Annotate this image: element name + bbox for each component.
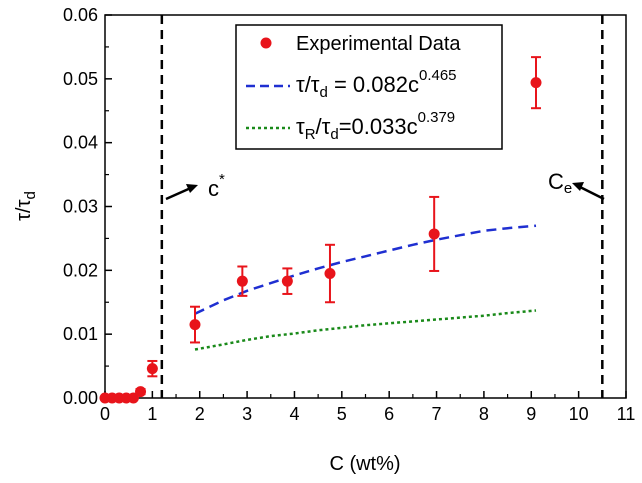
reference-lines bbox=[160, 15, 604, 398]
y-axis-label-main: τ/τ bbox=[13, 199, 35, 220]
x-tick-label: 10 bbox=[569, 404, 589, 424]
legend-eq1-rhs: = 0.082c bbox=[328, 72, 419, 97]
annotation-cstar-sup: * bbox=[219, 171, 225, 188]
arrowhead-ce bbox=[572, 182, 584, 191]
legend-eq2-lhs: τ bbox=[296, 114, 305, 139]
x-tick-label: 0 bbox=[100, 404, 110, 424]
data-points bbox=[99, 56, 542, 404]
data-point bbox=[236, 275, 248, 287]
annotation-ce: Ce bbox=[548, 169, 605, 201]
annotation-ce-label: Ce bbox=[548, 169, 572, 197]
legend-eq2-mid-sub: d bbox=[330, 126, 338, 143]
legend-eq2-rhs: =0.033c bbox=[339, 114, 418, 139]
x-tick-label: 5 bbox=[337, 404, 347, 424]
legend-marker-experimental bbox=[260, 37, 272, 49]
data-point bbox=[135, 386, 147, 398]
y-tick-label: 0.05 bbox=[63, 69, 98, 89]
legend-label-tau: τ/τd = 0.082c0.465 bbox=[296, 67, 457, 101]
y-tick-label: 0.04 bbox=[63, 133, 98, 153]
data-point bbox=[189, 319, 201, 331]
y-tick-label: 0.06 bbox=[63, 5, 98, 25]
data-point bbox=[146, 363, 158, 375]
legend-eq2-exp: 0.379 bbox=[418, 109, 456, 126]
y-tick-label: 0.02 bbox=[63, 260, 98, 280]
fit-line-tau-r bbox=[194, 309, 537, 351]
legend: Experimental Data τ/τd = 0.082c0.465 τR/… bbox=[235, 24, 503, 150]
annotation-cstar-label: c* bbox=[208, 171, 225, 201]
legend-eq2-lhs-sub: R bbox=[305, 126, 316, 143]
y-tick-label: 0.00 bbox=[63, 388, 98, 408]
data-point bbox=[127, 392, 139, 404]
data-point bbox=[428, 228, 440, 240]
x-tick-label: 9 bbox=[526, 404, 536, 424]
y-tick-label: 0.03 bbox=[63, 197, 98, 217]
data-point bbox=[530, 77, 542, 89]
x-tick-label: 1 bbox=[147, 404, 157, 424]
legend-eq1-exp: 0.465 bbox=[419, 67, 457, 84]
x-tick-label: 3 bbox=[242, 404, 252, 424]
y-axis-label-sub: d bbox=[22, 191, 39, 199]
x-tick-label: 2 bbox=[195, 404, 205, 424]
x-tick-label: 7 bbox=[432, 404, 442, 424]
y-axis-label: τ/τd bbox=[13, 191, 39, 221]
x-tick-label: 11 bbox=[617, 404, 636, 424]
arrow-ce bbox=[577, 184, 605, 201]
fit-lines bbox=[194, 224, 537, 351]
y-tick-label: 0.01 bbox=[63, 324, 98, 344]
fit-line-tau bbox=[194, 224, 537, 315]
x-tick-label: 6 bbox=[384, 404, 394, 424]
x-axis-label: C (wt%) bbox=[329, 453, 400, 475]
annotation-cstar: c* bbox=[165, 171, 225, 201]
x-tick-label: 4 bbox=[289, 404, 299, 424]
arrowhead-cstar bbox=[186, 184, 198, 193]
data-point bbox=[324, 268, 336, 280]
x-tick-label: 8 bbox=[479, 404, 489, 424]
annotation-ce-base: C bbox=[548, 169, 564, 194]
annotation-ce-sub: e bbox=[564, 180, 572, 197]
annotation-cstar-base: c bbox=[208, 176, 219, 201]
legend-eq1-lhs-sub: d bbox=[320, 84, 328, 101]
axis-ticks: 0 1 2 3 4 5 6 7 8 9 10 11 0.00 0.01 0.02 0.03 0.04 0.05 0.… bbox=[63, 5, 635, 424]
legend-eq1-lhs: τ/τ bbox=[296, 72, 320, 97]
legend-label-experimental: Experimental Data bbox=[296, 33, 461, 55]
legend-label-tau-r: τR/τd=0.033c0.379 bbox=[296, 109, 455, 143]
data-point bbox=[281, 275, 293, 287]
legend-eq2-mid: /τ bbox=[316, 114, 331, 139]
